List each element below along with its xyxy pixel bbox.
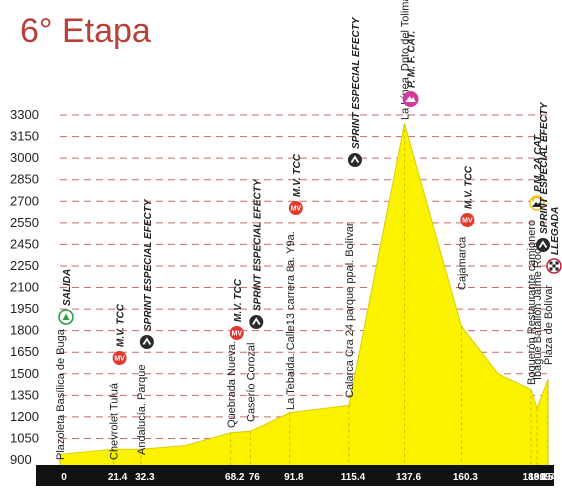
y-tick-label: 3000 <box>10 150 39 165</box>
y-tick-label: 1350 <box>10 387 39 402</box>
y-tick-label: 2450 <box>10 236 39 251</box>
km-tick-label: 160.3 <box>453 472 478 483</box>
y-axis-ticks: 900 1050 1200 1350 1500 1650 1800 1950 2100 2250 2… <box>10 107 39 467</box>
mountain-cat2-icon <box>529 195 545 211</box>
y-tick-label: 1500 <box>10 366 39 381</box>
meta-volante-icon: MV <box>112 351 127 365</box>
y-tick-label: 2250 <box>10 258 39 273</box>
place-label: Calarca Cra 24 parque ppal. Bolívar <box>344 222 356 398</box>
y-tick-label: 1050 <box>10 430 39 445</box>
stage-markers: SALIDA MV M.V. TCC SPRINT ESPECIAL EFECTY MV… <box>58 16 562 365</box>
marker-label: M.V. TCC <box>292 153 303 197</box>
place-label: La Línea, Dpto del Tolima. <box>400 0 412 120</box>
distance-axis-bar: 0 21.4 32.3 68.2 76 91.8 115.4 137.6 160.3 188.11… <box>36 465 562 486</box>
marker-label: SALIDA <box>62 269 73 306</box>
svg-text:MV: MV <box>462 218 473 225</box>
marker-label: M.V. TCC <box>233 278 244 322</box>
y-tick-label: 2550 <box>10 215 39 230</box>
km-tick-label: 68.2 <box>225 472 245 483</box>
chart-title: 6° Etapa <box>20 12 151 50</box>
svg-text:MV: MV <box>114 356 125 363</box>
place-labels: Plazoleta Basílica de Buga Chevrolet Tulu… <box>55 0 555 460</box>
km-tick-label: 76 <box>249 472 261 483</box>
y-tick-label: 2100 <box>10 280 39 295</box>
y-tick-label: 3300 <box>10 107 39 122</box>
marker-label: SPRINT ESPECIAL EFECTY <box>539 101 550 234</box>
marker-label: M.V. TCC <box>116 303 127 347</box>
sprint-icon <box>249 315 264 329</box>
km-tick-label: 188.1 <box>522 472 547 483</box>
y-tick-label: 1200 <box>10 409 39 424</box>
y-tick-label: 1800 <box>10 323 39 338</box>
km-tick-label: 137.6 <box>396 472 421 483</box>
svg-text:MV: MV <box>232 331 243 338</box>
y-tick-label: 1650 <box>10 344 39 359</box>
marker-label: M.V. TCC <box>463 165 474 209</box>
km-tick-label: 91.8 <box>284 472 304 483</box>
km-tick-label: 0 <box>61 472 67 483</box>
place-label: Andalucía. Parque <box>136 364 148 455</box>
y-tick-label: 900 <box>10 452 32 467</box>
place-label: Cajamarca <box>456 236 468 290</box>
marker-label: SPRINT ESPECIAL EFECTY <box>351 16 362 149</box>
place-label: Ibagué Batallón Jaime Rook <box>532 242 544 380</box>
mountain-special-icon <box>402 91 419 107</box>
distance-bar <box>36 465 554 486</box>
meta-volante-icon: MV <box>229 326 244 340</box>
elevation-area-shape <box>59 123 549 469</box>
sprint-icon <box>139 335 154 349</box>
place-label: Chevrolet Tuluá <box>109 382 121 460</box>
y-tick-label: 2700 <box>10 193 39 208</box>
place-label: Plaza de Bolívar <box>543 285 555 365</box>
start-flag-icon <box>58 309 74 325</box>
meta-volante-icon: MV <box>288 201 303 215</box>
place-label: Boquerón Restaurante camionero <box>526 220 538 385</box>
finish-flag-icon <box>546 258 562 274</box>
marker-label: SPRINT ESPECIAL EFECTY <box>143 198 154 331</box>
sprint-icon <box>535 238 550 252</box>
marker-label: LLEGADA <box>550 207 561 255</box>
meta-volante-icon: MV <box>460 213 475 227</box>
marker-label: P.M. 2A CAT. <box>533 133 544 192</box>
elevation-area <box>59 123 549 469</box>
place-label: Quebrada Nueva. <box>226 341 238 428</box>
km-tick-label: 115.4 <box>341 472 366 483</box>
sprint-icon <box>347 153 362 167</box>
place-label: Caserío Corozal <box>245 343 257 422</box>
marker-label: P. M. F. CAT. <box>407 31 418 88</box>
marker-label: SPRINT ESPECIAL EFECTY <box>252 178 263 311</box>
km-tick-label: 190.5 <box>528 472 553 483</box>
y-tick-label: 2850 <box>10 172 39 187</box>
y-tick-label: 1950 <box>10 301 39 316</box>
km-tick-label: 32.3 <box>135 472 155 483</box>
place-label: La Tebaida. Calle13 carrera 8a. Y9a. <box>285 231 297 410</box>
svg-text:MV: MV <box>291 206 302 213</box>
place-label: Plazoleta Basílica de Buga <box>55 328 67 460</box>
km-tick-label: 21.4 <box>108 472 128 483</box>
km-tick-label: 194.9 <box>539 472 562 483</box>
y-tick-label: 3150 <box>10 129 39 144</box>
